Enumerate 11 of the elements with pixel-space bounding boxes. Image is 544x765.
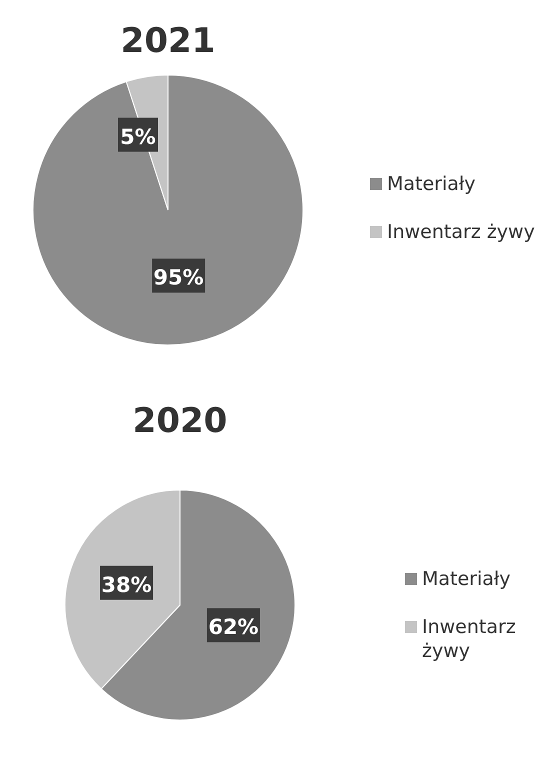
data-label: 62% xyxy=(208,615,259,640)
pie-slice xyxy=(32,74,304,346)
chart-title: 2020 xyxy=(132,401,228,441)
legend-label: Inwentarz żywy xyxy=(387,221,535,243)
data-label: 38% xyxy=(101,572,152,597)
data-label: 5% xyxy=(120,124,156,149)
legend-label: Inwentarz żywy xyxy=(422,616,516,662)
legend-label: Materiały xyxy=(422,568,511,590)
data-label: 95% xyxy=(153,266,204,290)
chart-title: 2021 xyxy=(120,21,216,61)
legend-label: Materiały xyxy=(387,173,476,195)
